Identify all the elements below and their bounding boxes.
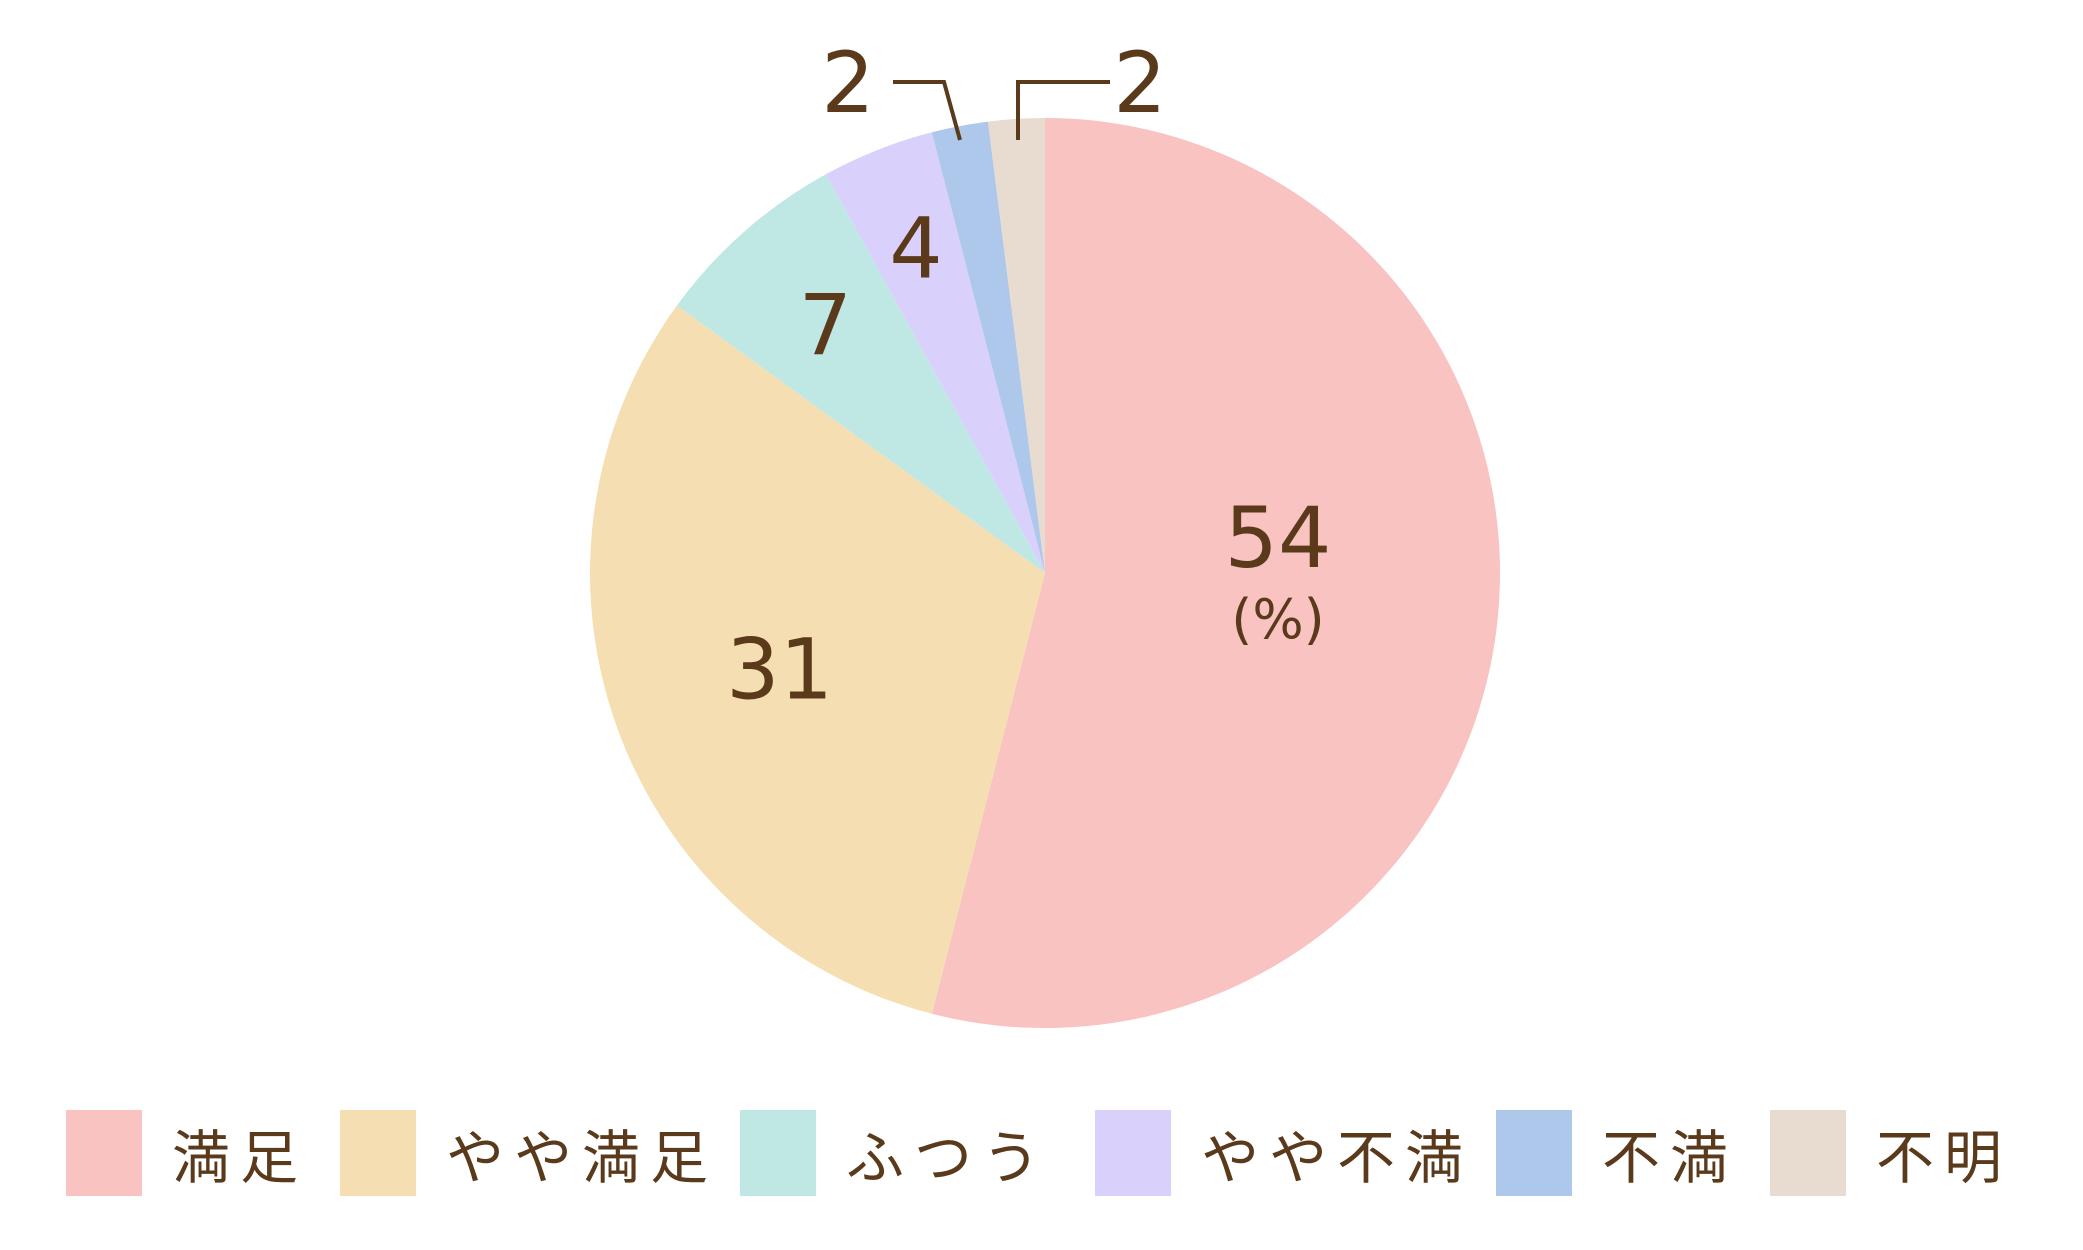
pie-slice-5 <box>931 121 1045 573</box>
legend-label-3: ふつう <box>846 1124 1051 1192</box>
slice-value-label-1: 54 <box>1225 489 1332 587</box>
pie-slices <box>590 118 1500 1028</box>
unit-label: (%) <box>1231 588 1324 651</box>
slice-value-label-2: 31 <box>726 621 833 719</box>
legend-swatch-1 <box>66 1110 142 1196</box>
legend-item-4: やや不満 <box>1095 1110 1473 1196</box>
legend-item-6: 不明 <box>1770 1110 2012 1196</box>
legend-label-4: やや不満 <box>1201 1124 1474 1192</box>
pie-slice-2 <box>590 305 1045 1014</box>
legend-swatch-5 <box>1496 1110 1572 1196</box>
legend-swatch-4 <box>1095 1110 1171 1196</box>
slice-value-label-6: 2 <box>1113 34 1166 132</box>
legend-label-1: 満足 <box>172 1124 309 1192</box>
pie-slice-3 <box>676 174 1045 573</box>
chart-legend: 満足 やや満足 ふつう やや不満 不満 不明 <box>0 1060 2083 1250</box>
slice-value-label-4: 4 <box>889 199 942 297</box>
leader-line-5 <box>893 80 962 141</box>
pie-slice-4 <box>825 132 1045 573</box>
pie-slice-6 <box>987 118 1045 573</box>
legend-swatch-2 <box>340 1110 416 1196</box>
legend-item-1: 満足 <box>66 1110 308 1196</box>
slice-value-label-3: 7 <box>799 276 852 374</box>
legend-label-5: 不満 <box>1602 1124 1739 1192</box>
pie-slice-1 <box>931 118 1500 1028</box>
legend-swatch-3 <box>740 1110 816 1196</box>
legend-label-6: 不明 <box>1876 1124 2013 1192</box>
legend-swatch-6 <box>1770 1110 1846 1196</box>
legend-item-2: やや満足 <box>340 1110 718 1196</box>
legend-label-2: やや満足 <box>446 1124 719 1192</box>
legend-item-5: 不満 <box>1496 1110 1738 1196</box>
legend-item-3: ふつう <box>740 1110 1050 1196</box>
leader-line-6 <box>1016 80 1110 140</box>
slice-value-label-5: 2 <box>821 34 874 132</box>
